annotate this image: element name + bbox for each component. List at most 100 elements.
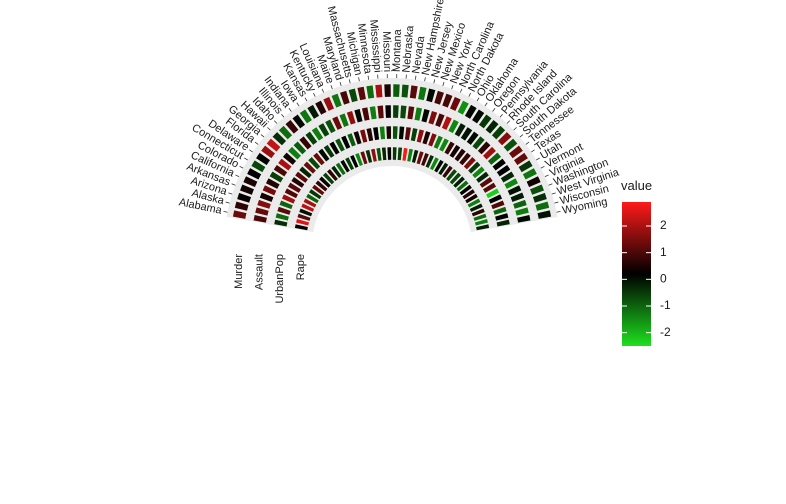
heatmap-cell bbox=[526, 175, 542, 188]
heatmap-cell bbox=[346, 132, 357, 148]
state-label: Nevada bbox=[410, 34, 427, 74]
state-tick bbox=[513, 127, 517, 131]
heatmap-cell bbox=[392, 104, 400, 119]
heatmap-cell bbox=[475, 171, 490, 184]
heatmap-cell bbox=[365, 127, 374, 142]
heatmap-cell bbox=[427, 110, 438, 126]
heatmap-cell bbox=[278, 199, 294, 210]
heatmap-cell bbox=[469, 202, 484, 213]
heatmap-cell bbox=[314, 100, 327, 116]
variable-label: Rape bbox=[295, 254, 307, 280]
state-tick bbox=[536, 157, 540, 161]
heatmap-cell bbox=[307, 156, 321, 170]
heatmap-cell bbox=[420, 152, 430, 167]
heatmap-cell bbox=[401, 84, 410, 99]
heatmap-cell bbox=[429, 156, 440, 171]
heatmap-cell bbox=[518, 159, 534, 173]
heatmap-cell bbox=[443, 140, 456, 156]
heatmap-cell bbox=[441, 93, 453, 109]
state-tick bbox=[254, 141, 259, 145]
heatmap-cell bbox=[417, 86, 428, 101]
heatmap-cell bbox=[466, 131, 480, 146]
legend: value 2 1 0 -1 -2 bbox=[621, 178, 671, 346]
heatmap-cell bbox=[485, 187, 500, 199]
heatmap-cell bbox=[411, 149, 419, 164]
heatmap-cell bbox=[242, 175, 258, 188]
state-tick bbox=[273, 120, 278, 124]
heatmap-cell bbox=[471, 166, 486, 179]
state-tick bbox=[313, 92, 316, 97]
heatmap-cell bbox=[287, 146, 302, 160]
state-tick bbox=[304, 97, 308, 102]
heatmap-cell bbox=[496, 164, 511, 177]
heatmap-cell bbox=[298, 207, 313, 217]
heatmap-cell bbox=[377, 105, 385, 119]
state-tick bbox=[540, 165, 545, 169]
heatmap-cell bbox=[259, 191, 274, 203]
state-tick bbox=[554, 201, 559, 204]
heatmap-cell bbox=[294, 171, 309, 184]
heatmap-cell bbox=[441, 165, 454, 179]
heatmap-cell bbox=[299, 108, 313, 124]
state-tick bbox=[556, 211, 561, 213]
heatmap-cell bbox=[234, 201, 250, 212]
heatmap-cell bbox=[361, 106, 371, 122]
heatmap-cell bbox=[406, 148, 414, 163]
heatmap-cell bbox=[273, 219, 288, 227]
heatmap-cell bbox=[255, 152, 271, 166]
heatmap-cell bbox=[330, 165, 343, 179]
heatmap-cell bbox=[311, 126, 324, 142]
heatmap-cell bbox=[281, 193, 296, 205]
state-tick bbox=[296, 102, 300, 107]
heatmap-cell bbox=[482, 146, 497, 160]
heatmap-cell bbox=[416, 150, 425, 165]
heatmap-cell bbox=[401, 147, 409, 162]
heatmap-cell bbox=[456, 179, 470, 192]
heatmap-cell bbox=[492, 206, 508, 216]
state-tick bbox=[235, 174, 240, 177]
heatmap-cell bbox=[254, 206, 270, 217]
legend-tick-label: 0 bbox=[660, 272, 667, 286]
heatmap-cell bbox=[478, 113, 493, 129]
heatmap-cell bbox=[334, 137, 346, 153]
state-tick bbox=[492, 108, 496, 112]
state-tick bbox=[476, 97, 480, 102]
heatmap-cell bbox=[340, 135, 351, 150]
heatmap-cell bbox=[471, 108, 485, 124]
legend-colorbar bbox=[622, 202, 651, 346]
state-tick bbox=[348, 79, 351, 84]
heatmap-cell bbox=[322, 172, 335, 185]
state-tick bbox=[249, 149, 253, 153]
state-tick bbox=[330, 85, 333, 90]
heatmap-cell bbox=[317, 148, 331, 162]
state-tick bbox=[339, 81, 342, 86]
heatmap-cell bbox=[379, 126, 386, 140]
variable-label: Assault bbox=[253, 254, 265, 290]
legend-tick-label: -2 bbox=[660, 325, 671, 339]
heatmap-cell bbox=[359, 128, 368, 144]
state-tick bbox=[531, 149, 535, 153]
heatmap-cell bbox=[404, 126, 412, 141]
heatmap-cell bbox=[277, 158, 292, 172]
state-tick bbox=[228, 192, 233, 195]
heatmap-cell bbox=[346, 110, 357, 126]
heatmap-cell bbox=[250, 159, 266, 173]
heatmap-cell bbox=[359, 150, 368, 165]
heatmap-cell bbox=[324, 118, 337, 134]
heatmap-cell bbox=[306, 104, 320, 120]
state-label: Missouri bbox=[380, 31, 393, 72]
heatmap-cell bbox=[253, 214, 268, 224]
heatmap-cell bbox=[464, 104, 478, 120]
state-ticks bbox=[223, 74, 561, 213]
heatmap-cell bbox=[488, 193, 503, 205]
state-tick bbox=[451, 85, 454, 90]
heatmap-cell bbox=[457, 100, 470, 116]
heatmap-cell bbox=[510, 191, 525, 203]
heatmap-cell bbox=[458, 152, 472, 166]
heatmap-cell bbox=[365, 84, 375, 100]
heatmap-cell bbox=[287, 182, 302, 194]
heatmap-cell bbox=[409, 84, 419, 100]
heatmap-cell bbox=[314, 179, 328, 192]
state-tick bbox=[367, 75, 370, 80]
heatmap-cell bbox=[284, 187, 299, 199]
